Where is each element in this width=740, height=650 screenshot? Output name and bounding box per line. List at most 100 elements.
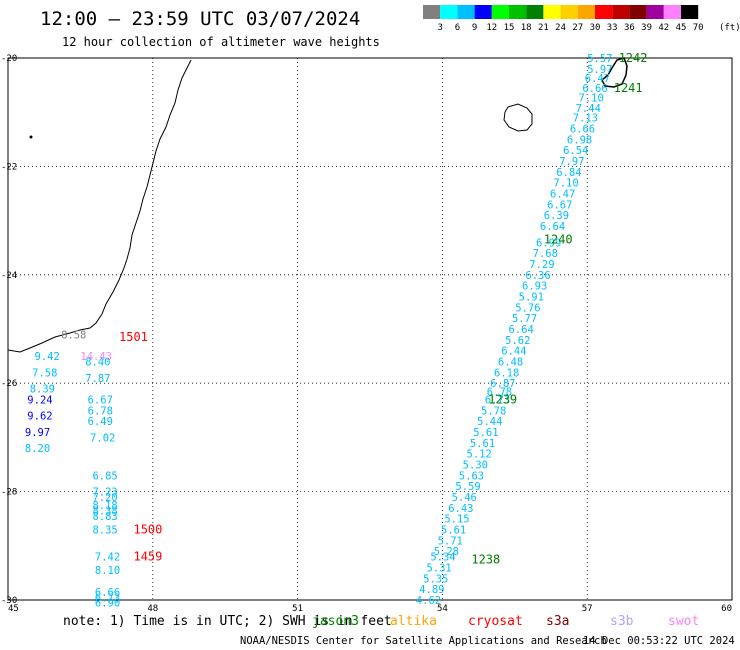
wave-height-value: 8.58 xyxy=(61,329,86,341)
legend-unit: (ft) xyxy=(719,23,740,33)
wave-height-value: 8.10 xyxy=(95,565,120,577)
wave-height-value: 6.67 xyxy=(547,199,572,211)
legend-label: 39 xyxy=(641,23,652,33)
wave-height-value: 6.44 xyxy=(501,346,526,358)
wave-height-value: 7.10 xyxy=(579,93,604,105)
wave-height-value: 5.31 xyxy=(426,562,451,574)
legend-label: 42 xyxy=(658,23,669,33)
wave-height-value: 7.13 xyxy=(573,113,598,125)
legend-label: 45 xyxy=(676,23,687,33)
legend-swatch xyxy=(543,5,561,19)
wave-height-value: 5.97 xyxy=(587,64,612,76)
wave-height-value: 8.83 xyxy=(92,511,117,523)
legend-swatch xyxy=(474,5,492,19)
latitude-ticks: -20 -22 -24 -26 -28 -30 xyxy=(1,54,17,606)
wave-height-value: 8.18 xyxy=(92,500,117,512)
lon-tick-label: 57 xyxy=(582,604,593,614)
wave-height-value: 6.18 xyxy=(494,367,519,379)
graticule xyxy=(7,57,733,601)
legend-label: 12 xyxy=(486,23,497,33)
wave-height-value: 9.62 xyxy=(27,411,52,423)
small-island xyxy=(29,135,33,139)
wave-height-value: 5.46 xyxy=(452,492,477,504)
coastline xyxy=(7,57,628,353)
wave-height-value: 6.90 xyxy=(95,598,120,610)
legend-label: 21 xyxy=(538,23,549,33)
wave-height-value: 4.89 xyxy=(419,584,444,596)
wave-height-value: 5.62 xyxy=(505,335,530,347)
lon-tick-label: 60 xyxy=(721,604,732,614)
reunion-island xyxy=(503,103,533,132)
wave-height-value: 5.91 xyxy=(519,291,544,303)
wave-height-value: 7.87 xyxy=(85,373,110,385)
wave-height-value: 5.71 xyxy=(438,535,463,547)
legend-label: 27 xyxy=(572,23,583,33)
legend-label: 3 xyxy=(437,23,442,33)
wave-height-value: 5.61 xyxy=(470,438,495,450)
legend-swatch xyxy=(681,5,699,19)
wave-height-value: 5.59 xyxy=(455,481,480,493)
map-border xyxy=(7,57,733,601)
legend-label: 6 xyxy=(455,23,460,33)
wave-height-value: 7.97 xyxy=(559,156,584,168)
wave-height-value: 7.29 xyxy=(529,259,554,271)
satellite-cryosat: cryosat xyxy=(468,614,523,629)
legend-swatch xyxy=(423,5,441,19)
pass-time-label: 1241 xyxy=(614,81,643,95)
lat-tick-label: -30 xyxy=(1,596,17,606)
wave-height-value: 4.62 xyxy=(416,595,441,607)
satellite-key: jason3 altika cryosat s3a s3b swot xyxy=(312,614,699,629)
wave-height-value: 5.34 xyxy=(430,552,455,564)
map-subtitle: 12 hour collection of altimeter wave hei… xyxy=(62,35,380,49)
wave-height-value: 5.12 xyxy=(467,449,492,461)
wave-height-value: 5.61 xyxy=(441,525,466,537)
wave-height-value: 6.54 xyxy=(563,145,588,157)
legend-swatch xyxy=(595,5,613,19)
legend-swatch xyxy=(509,5,527,19)
lon-tick-label: 51 xyxy=(292,604,303,614)
wave-height-value: 5.61 xyxy=(473,427,498,439)
wave-height-value: 6.87 xyxy=(490,378,515,390)
pass-time-label: 1239 xyxy=(488,392,517,406)
legend-swatch xyxy=(491,5,509,19)
madagascar-coastline xyxy=(7,59,192,353)
legend-label: 15 xyxy=(504,23,515,33)
legend-label: 36 xyxy=(624,23,635,33)
legend-label: 9 xyxy=(472,23,477,33)
lat-tick-label: -28 xyxy=(1,488,17,498)
lon-tick-label: 54 xyxy=(437,604,448,614)
wave-height-value: 6.67 xyxy=(88,394,113,406)
wave-height-value: 5.63 xyxy=(459,470,484,482)
legend-swatch xyxy=(560,5,578,19)
wave-height-value: 6.39 xyxy=(544,210,569,222)
legend-swatch xyxy=(612,5,630,19)
wave-height-value: 7.68 xyxy=(533,248,558,260)
legend-label: 24 xyxy=(555,23,566,33)
satellite-jason3: jason3 xyxy=(312,614,359,629)
wave-height-value: 5.15 xyxy=(444,514,469,526)
wave-height-value: 6.64 xyxy=(509,324,534,336)
wave-height-value: 5.77 xyxy=(512,313,537,325)
wave-height-value: 5.30 xyxy=(463,460,488,472)
wave-height-value: 6.78 xyxy=(487,386,512,398)
wave-height-value: 6.43 xyxy=(448,503,473,515)
wave-height-value: 7.42 xyxy=(95,552,120,564)
map-frame xyxy=(7,57,733,601)
lat-tick-label: -20 xyxy=(1,54,17,64)
wave-height-values: 5.575.976.476.667.107.447.136.666.986.54… xyxy=(25,53,613,610)
legend-label: 30 xyxy=(590,23,601,33)
wave-height-value: 6.98 xyxy=(567,134,592,146)
wave-height-value: 6.47 xyxy=(550,189,575,201)
wave-height-value: 7.10 xyxy=(553,178,578,190)
wave-height-value: 9.24 xyxy=(27,394,52,406)
legend-label: 70 xyxy=(693,23,704,33)
wave-height-value: 6.66 xyxy=(95,587,120,599)
wave-height-value: 6.49 xyxy=(88,416,113,428)
satellite-s3a: s3a xyxy=(546,614,569,629)
wave-height-value: 8.38 xyxy=(92,506,117,518)
legend-swatch xyxy=(646,5,664,19)
legend-label: 33 xyxy=(607,23,618,33)
wave-height-value: 6.47 xyxy=(585,73,610,85)
wave-height-value: 5.76 xyxy=(515,302,540,314)
